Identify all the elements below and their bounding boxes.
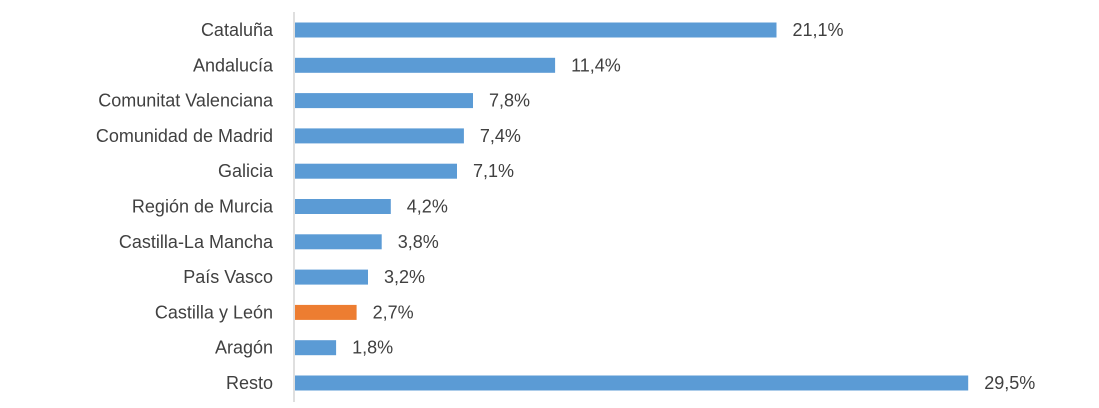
bar — [295, 340, 337, 356]
data-label: 3,8% — [398, 232, 439, 252]
category-label: Aragón — [215, 338, 273, 358]
data-label: 3,2% — [384, 267, 425, 287]
bar — [295, 269, 368, 285]
bar — [295, 57, 556, 73]
data-label: 11,4% — [571, 55, 621, 75]
category-label: Comunitat Valenciana — [98, 91, 274, 111]
category-label: Galicia — [218, 161, 274, 181]
value-labels-group: 21,1% 11,4% 7,8% 7,4% 7,1% 4,2% 3,8% 3,2% 2,7% 1,… — [352, 20, 1035, 393]
data-label: 7,4% — [480, 126, 521, 146]
data-label: 21,1% — [793, 20, 844, 40]
data-label: 2,7% — [373, 302, 414, 322]
bars-group — [295, 22, 969, 391]
bar — [295, 163, 457, 179]
bar — [295, 375, 969, 391]
category-label: Región de Murcia — [132, 197, 274, 217]
data-label: 7,1% — [473, 161, 514, 181]
category-label: Castilla-La Mancha — [119, 232, 274, 252]
bar — [295, 234, 382, 250]
bar — [295, 93, 473, 109]
category-label: Castilla y León — [155, 302, 273, 322]
data-label: 4,2% — [407, 197, 448, 217]
bar — [295, 22, 777, 38]
category-label: Cataluña — [201, 20, 274, 40]
data-label: 1,8% — [352, 338, 393, 358]
category-label: Andalucía — [193, 55, 274, 75]
bar — [295, 199, 391, 214]
bar — [295, 304, 357, 320]
data-label: 29,5% — [984, 373, 1035, 393]
category-labels-group: Cataluña Andalucía Comunitat Valenciana Com… — [96, 20, 274, 393]
bar — [295, 128, 464, 144]
category-label: Resto — [226, 373, 273, 393]
category-label: Comunidad de Madrid — [96, 126, 273, 146]
category-label: País Vasco — [183, 267, 273, 287]
data-label: 7,8% — [489, 91, 530, 111]
